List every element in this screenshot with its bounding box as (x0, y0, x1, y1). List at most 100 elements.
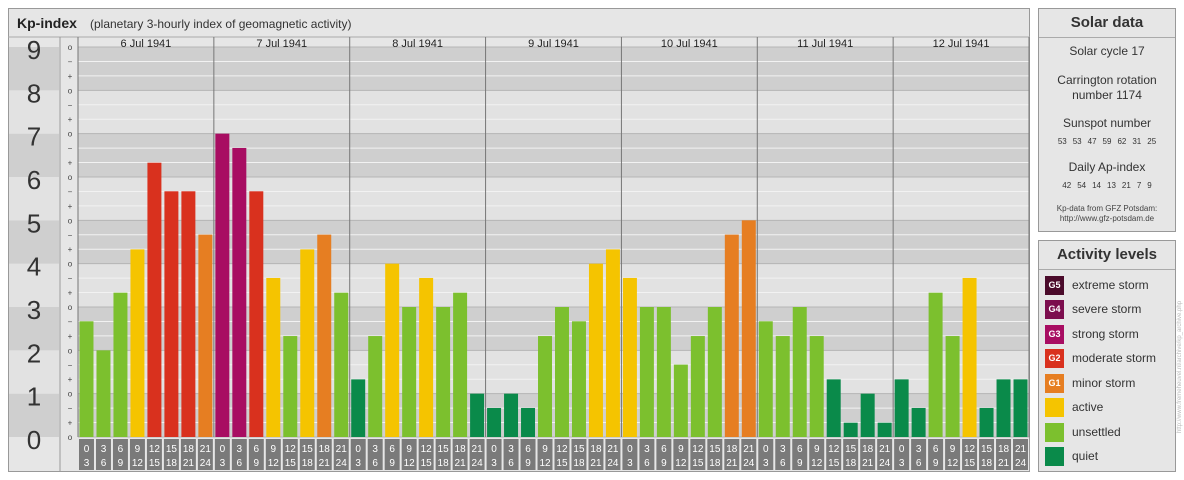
y-minor-label: − (68, 231, 73, 240)
interval-cell (758, 439, 774, 470)
interval-start-label: 0 (627, 444, 633, 455)
interval-start-label: 0 (355, 444, 361, 455)
sunspot-label: Sunspot number (1062, 116, 1152, 130)
kp-bar (504, 393, 519, 437)
kp-bar (962, 277, 977, 437)
y-minor-label: + (68, 159, 73, 168)
interval-start-label: 6 (118, 444, 124, 455)
interval-cell (486, 439, 502, 470)
interval-end-label: 24 (336, 458, 348, 469)
kp-bar (96, 350, 111, 437)
interval-start-label: 6 (525, 444, 531, 455)
ap-value: 21 (1121, 181, 1131, 190)
y-minor-label: + (68, 202, 73, 211)
kp-bar (605, 249, 620, 437)
interval-start-label: 21 (743, 444, 755, 455)
ap-value: 14 (1092, 181, 1101, 190)
kp-bar (436, 307, 451, 437)
interval-start-label: 9 (950, 444, 956, 455)
kp-bar (215, 133, 230, 437)
axis-band (9, 177, 59, 221)
interval-cell (265, 439, 281, 470)
interval-cell (826, 439, 842, 470)
interval-start-label: 9 (678, 444, 684, 455)
interval-cell (163, 439, 179, 470)
interval-start-label: 21 (336, 444, 348, 455)
y-minor-label: + (68, 289, 73, 298)
interval-cell (656, 439, 672, 470)
legend-label: quiet (1072, 449, 1099, 463)
interval-end-label: 15 (149, 458, 161, 469)
interval-cell (537, 439, 553, 470)
kp-bar (945, 336, 960, 437)
day-label: 10 Jul 1941 (661, 38, 718, 50)
interval-end-label: 24 (200, 458, 212, 469)
interval-end-label: 18 (166, 458, 178, 469)
interval-cell (1013, 439, 1028, 470)
interval-start-label: 18 (590, 444, 602, 455)
kp-bar (334, 292, 349, 437)
interval-start-label: 12 (828, 444, 840, 455)
interval-end-label: 21 (998, 458, 1010, 469)
kp-bar (639, 307, 654, 437)
kp-bar (300, 249, 315, 437)
interval-end-label: 12 (675, 458, 687, 469)
source-line1: Kp-data from GFZ Potsdam: (1056, 204, 1158, 213)
legend-label: active (1072, 400, 1104, 414)
legend-item-unsettled: unsettled (1045, 422, 1121, 442)
axis-band (9, 350, 59, 394)
kp-bar (521, 407, 536, 437)
interval-end-label: 3 (84, 458, 90, 469)
interval-cell (520, 439, 536, 470)
interval-cell (79, 439, 94, 470)
kp-bar (470, 393, 485, 437)
kp-bar (130, 249, 145, 437)
kp-bar (453, 292, 468, 437)
interval-end-label: 15 (828, 458, 840, 469)
y-tick-label: 8 (27, 78, 41, 108)
kp-bar (979, 407, 994, 437)
interval-start-label: 6 (797, 444, 803, 455)
interval-cell (112, 439, 128, 470)
legend-item-g3: G3 strong storm (1045, 324, 1139, 344)
interval-end-label: 3 (627, 458, 633, 469)
kp-bar (385, 263, 400, 437)
interval-cell (282, 439, 298, 470)
interval-cell (95, 439, 111, 470)
ap-value: 42 (1062, 181, 1072, 190)
interval-start-label: 0 (491, 444, 497, 455)
source-link[interactable]: http://www.gfz-potsdam.de (1059, 214, 1155, 223)
kp-bar (758, 321, 773, 437)
kp-bar (741, 220, 756, 437)
kp-bar (860, 393, 875, 437)
kp-bar (419, 277, 434, 437)
interval-start-label: 15 (302, 444, 314, 455)
axis-band (9, 133, 59, 177)
axis-band (9, 90, 59, 134)
day-label: 8 Jul 1941 (392, 38, 443, 50)
interval-start-label: 9 (271, 444, 277, 455)
interval-end-label: 21 (455, 458, 467, 469)
legend-item-g2: G2 moderate storm (1045, 348, 1156, 368)
kp-chart: Kp-index (planetary 3-hourly index of geo… (8, 8, 1030, 472)
kp-bar (113, 292, 128, 437)
interval-cell (452, 439, 468, 470)
solar-cycle: Solar cycle 17 (1069, 44, 1145, 58)
legend-swatch: G2 (1045, 348, 1064, 368)
legend-label: moderate storm (1072, 351, 1157, 365)
kp-bar (368, 336, 383, 437)
carrington-line1: Carrington rotation (1057, 73, 1157, 87)
y-minor-label: − (68, 144, 73, 153)
interval-cell (639, 439, 655, 470)
ap-value: 54 (1077, 181, 1087, 190)
interval-end-label: 12 (811, 458, 823, 469)
interval-end-label: 3 (899, 458, 905, 469)
interval-cell (350, 439, 366, 470)
kp-bar (588, 263, 603, 437)
interval-end-label: 12 (268, 458, 280, 469)
interval-end-label: 21 (590, 458, 602, 469)
y-minor-label: + (68, 375, 73, 384)
y-minor-label: o (68, 346, 73, 355)
interval-cell (860, 439, 876, 470)
sunspot-value: 31 (1132, 137, 1142, 146)
